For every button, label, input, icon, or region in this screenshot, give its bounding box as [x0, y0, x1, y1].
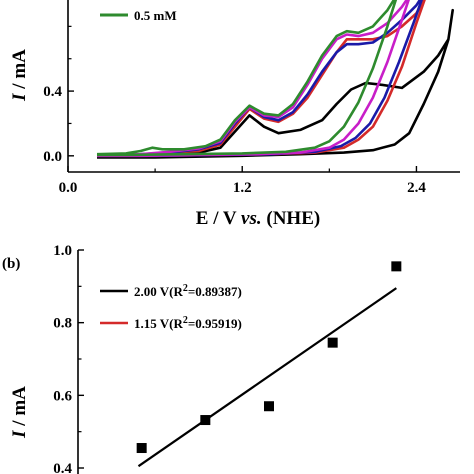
data-point-2 — [200, 415, 211, 426]
panel-a-series — [96, 0, 454, 159]
x-axis-part-2: (NHE) — [262, 208, 321, 229]
cv-curve-4 — [96, 0, 398, 157]
panel-a-x-tick-label: 2.4 — [407, 180, 426, 196]
panel-b-data — [136, 261, 402, 468]
panel-b-y-axis-title: I / mA — [9, 386, 30, 439]
cv-curve-3 — [96, 0, 410, 158]
data-point-3 — [264, 401, 274, 412]
panel-a-y-axis-title: I / mA — [9, 49, 30, 102]
x-axis-part-vs: vs. — [241, 208, 262, 229]
panel-b-linear-fit-plot: (b) 0.4 0.6 0.8 1.0 2.00 V(R2=0.89387) 1.15… — [2, 243, 402, 474]
panel-a-axes: 0.0 1.2 2.4 0.0 0.4 — [43, 0, 460, 196]
legend-label-1-15-v: 1.15 V(R2=0.95919) — [134, 315, 242, 332]
panel-b-legend: 2.00 V(R2=0.89387) 1.15 V(R2=0.95919) — [100, 283, 242, 332]
panel-a-legend: 0.5 mM — [100, 8, 177, 23]
legend-label-2-00-v: 2.00 V(R2=0.89387) — [134, 283, 242, 300]
panel-b-y-tick-label: 0.4 — [53, 461, 72, 474]
data-point-4 — [327, 337, 338, 348]
data-point-5 — [391, 261, 402, 272]
panel-a-y-tick-label: 0.4 — [43, 84, 62, 100]
panel-b-y-tick-label: 1.0 — [53, 243, 72, 259]
legend-label-0-5-mm: 0.5 mM — [134, 8, 177, 23]
panel-b-y-tick-label: 0.8 — [53, 316, 72, 332]
panel-a-x-axis-title: E / V vs. (NHE) — [196, 208, 320, 229]
panel-b-label: (b) — [2, 256, 20, 272]
data-point-1 — [136, 443, 147, 454]
panel-a-x-tick-label: 1.2 — [233, 180, 252, 196]
panel-b-axes: 0.4 0.6 0.8 1.0 — [53, 243, 84, 474]
fit-line-2-00-v — [137, 287, 397, 468]
y-axis-unit: / mA — [9, 49, 30, 94]
panel-a-y-tick-label: 0.0 — [43, 149, 62, 165]
panel-b-y-tick-label: 0.6 — [53, 388, 72, 404]
cv-curve-0 — [97, 8, 454, 159]
panel-a-x-tick-label: 0.0 — [59, 180, 78, 196]
panel-a-cv-plot: 0.0 1.2 2.4 0.0 0.4 0.5 mM I / mA E / V vs. … — [9, 0, 460, 229]
cv-curve-1 — [96, 0, 426, 158]
y-axis-italic-i: I — [9, 93, 30, 102]
x-axis-part-1: E / V — [196, 208, 241, 229]
